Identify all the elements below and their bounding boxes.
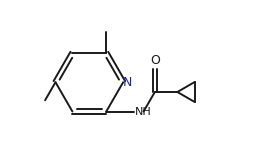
Text: NH: NH (134, 107, 151, 117)
Text: O: O (149, 54, 159, 67)
Text: N: N (122, 76, 132, 89)
